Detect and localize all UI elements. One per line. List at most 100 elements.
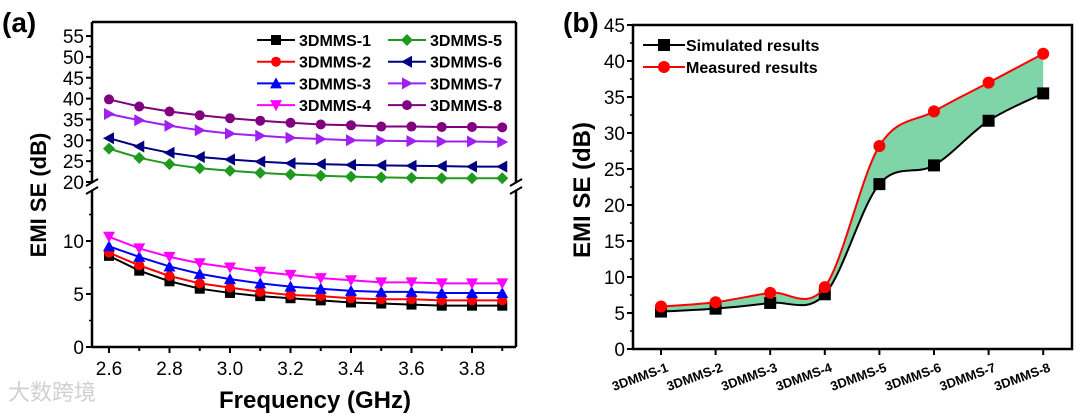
data-point (873, 178, 886, 191)
x-tick-label: 3.0 (217, 359, 243, 380)
data-point (103, 142, 115, 155)
data-point (375, 171, 388, 184)
legend-marker (402, 100, 412, 111)
series-line (108, 98, 503, 129)
series-line (108, 113, 503, 143)
y-tick-label: 0 (73, 338, 84, 359)
data-point (346, 120, 356, 131)
panel-b-series (655, 47, 1050, 318)
data-point (134, 101, 145, 112)
data-point (224, 164, 236, 177)
series-3dmms-6 (103, 132, 508, 173)
panel-b-y-axis-label: EMI SE (dB) (569, 122, 596, 258)
data-point (435, 278, 448, 290)
data-point (255, 286, 266, 297)
x-tick-label: 3.8 (459, 359, 485, 380)
legend-label: 3DMMS-2 (299, 55, 371, 72)
legend-label: 3DMMS-8 (430, 98, 502, 115)
series-3dmms-7 (104, 108, 509, 148)
legend-marker (402, 77, 413, 90)
legend-label: Simulated results (686, 38, 819, 55)
data-point (873, 139, 886, 152)
legend-marker (270, 77, 282, 89)
data-point (345, 284, 357, 296)
data-point (405, 285, 418, 297)
data-point (496, 172, 509, 185)
legend-item-3dmms-3: 3DMMS-3 (257, 76, 371, 93)
data-point (406, 135, 418, 148)
y-tick-label: 45 (604, 16, 625, 37)
panel-a-label: (a) (2, 7, 36, 38)
data-point (435, 160, 447, 173)
panel-a-chart: (a) EMI SE (dB) Frequency (GHz) 20253035… (2, 7, 523, 414)
legend-item-3dmms-1: 3DMMS-1 (257, 33, 371, 50)
y-tick-label: 15 (604, 232, 625, 253)
x-tick-label: 3.6 (398, 359, 424, 380)
data-point (375, 277, 388, 289)
axis-break-mark (509, 186, 523, 195)
data-point (194, 124, 206, 137)
data-point (133, 151, 146, 164)
x-tick-label: 3.4 (338, 359, 365, 380)
series-line (108, 235, 503, 285)
data-point (818, 281, 831, 294)
legend-marker (270, 100, 282, 112)
data-point (225, 287, 235, 298)
data-point (164, 276, 175, 287)
legend-marker (401, 55, 412, 68)
x-tick-label: 3DMMS-4 (774, 359, 835, 393)
data-point (225, 282, 235, 293)
data-point (497, 300, 508, 311)
series-line (660, 52, 1044, 308)
data-point (133, 140, 145, 153)
legend-marker (271, 56, 281, 67)
legend-item-3dmms-7: 3DMMS-7 (388, 76, 502, 93)
y-tick-label: 35 (63, 110, 84, 131)
panel-a-x-axis-label: Frequency (GHz) (219, 387, 411, 413)
watermark: 大数跨境 (8, 380, 96, 405)
data-point (466, 160, 477, 173)
data-point (255, 129, 267, 142)
data-point (314, 273, 327, 285)
panel-a-legend: 3DMMS-1 3DMMS-2 3DMMS-3 3DMMS-4 3DMMS-5 3DMMS… (257, 33, 502, 115)
data-point (225, 113, 235, 124)
data-point (134, 114, 146, 127)
legend-item-3dmms-8: 3DMMS-8 (388, 98, 502, 115)
data-point (164, 119, 176, 132)
data-point (254, 266, 267, 278)
data-point (436, 300, 447, 311)
data-point (163, 158, 176, 171)
y-tick-label: 25 (604, 160, 625, 181)
data-point (224, 273, 236, 285)
panel-b-axes: 0510152025303540453DMMS-13DMMS-23DMMS-33… (604, 16, 1074, 394)
data-point (375, 159, 387, 172)
panel-a-y-axis-label: EMI SE (dB) (26, 133, 51, 258)
data-point (435, 172, 448, 185)
series-measured-results (655, 47, 1050, 313)
series-line (660, 92, 1044, 313)
legend-label: 3DMMS-4 (299, 98, 371, 115)
data-point (163, 251, 176, 263)
data-point (194, 110, 205, 121)
legend-marker (401, 34, 413, 46)
data-point (467, 121, 477, 132)
data-point (103, 231, 115, 243)
x-tick-label: 2.6 (96, 359, 122, 380)
difference-area (661, 53, 1044, 312)
x-tick-label: 3DMMS-1 (610, 360, 670, 394)
y-tick-label: 10 (604, 268, 625, 289)
data-point (982, 114, 995, 127)
data-point (224, 262, 236, 274)
data-point (133, 243, 146, 255)
series-line (108, 251, 503, 302)
x-tick-label: 3DMMS-2 (665, 360, 725, 394)
data-point (466, 172, 478, 185)
data-point (193, 267, 206, 279)
data-point (1037, 87, 1050, 100)
data-point (435, 286, 448, 298)
y-tick-label: 0 (614, 340, 625, 361)
data-point (163, 146, 175, 159)
data-point (764, 296, 777, 309)
panel-b-chart: (b) EMI SE (dB) 0 5 10 15 20 25 30 35 40 45 3DMMS-… (563, 7, 1074, 394)
y-tick-label: 25 (63, 152, 84, 173)
